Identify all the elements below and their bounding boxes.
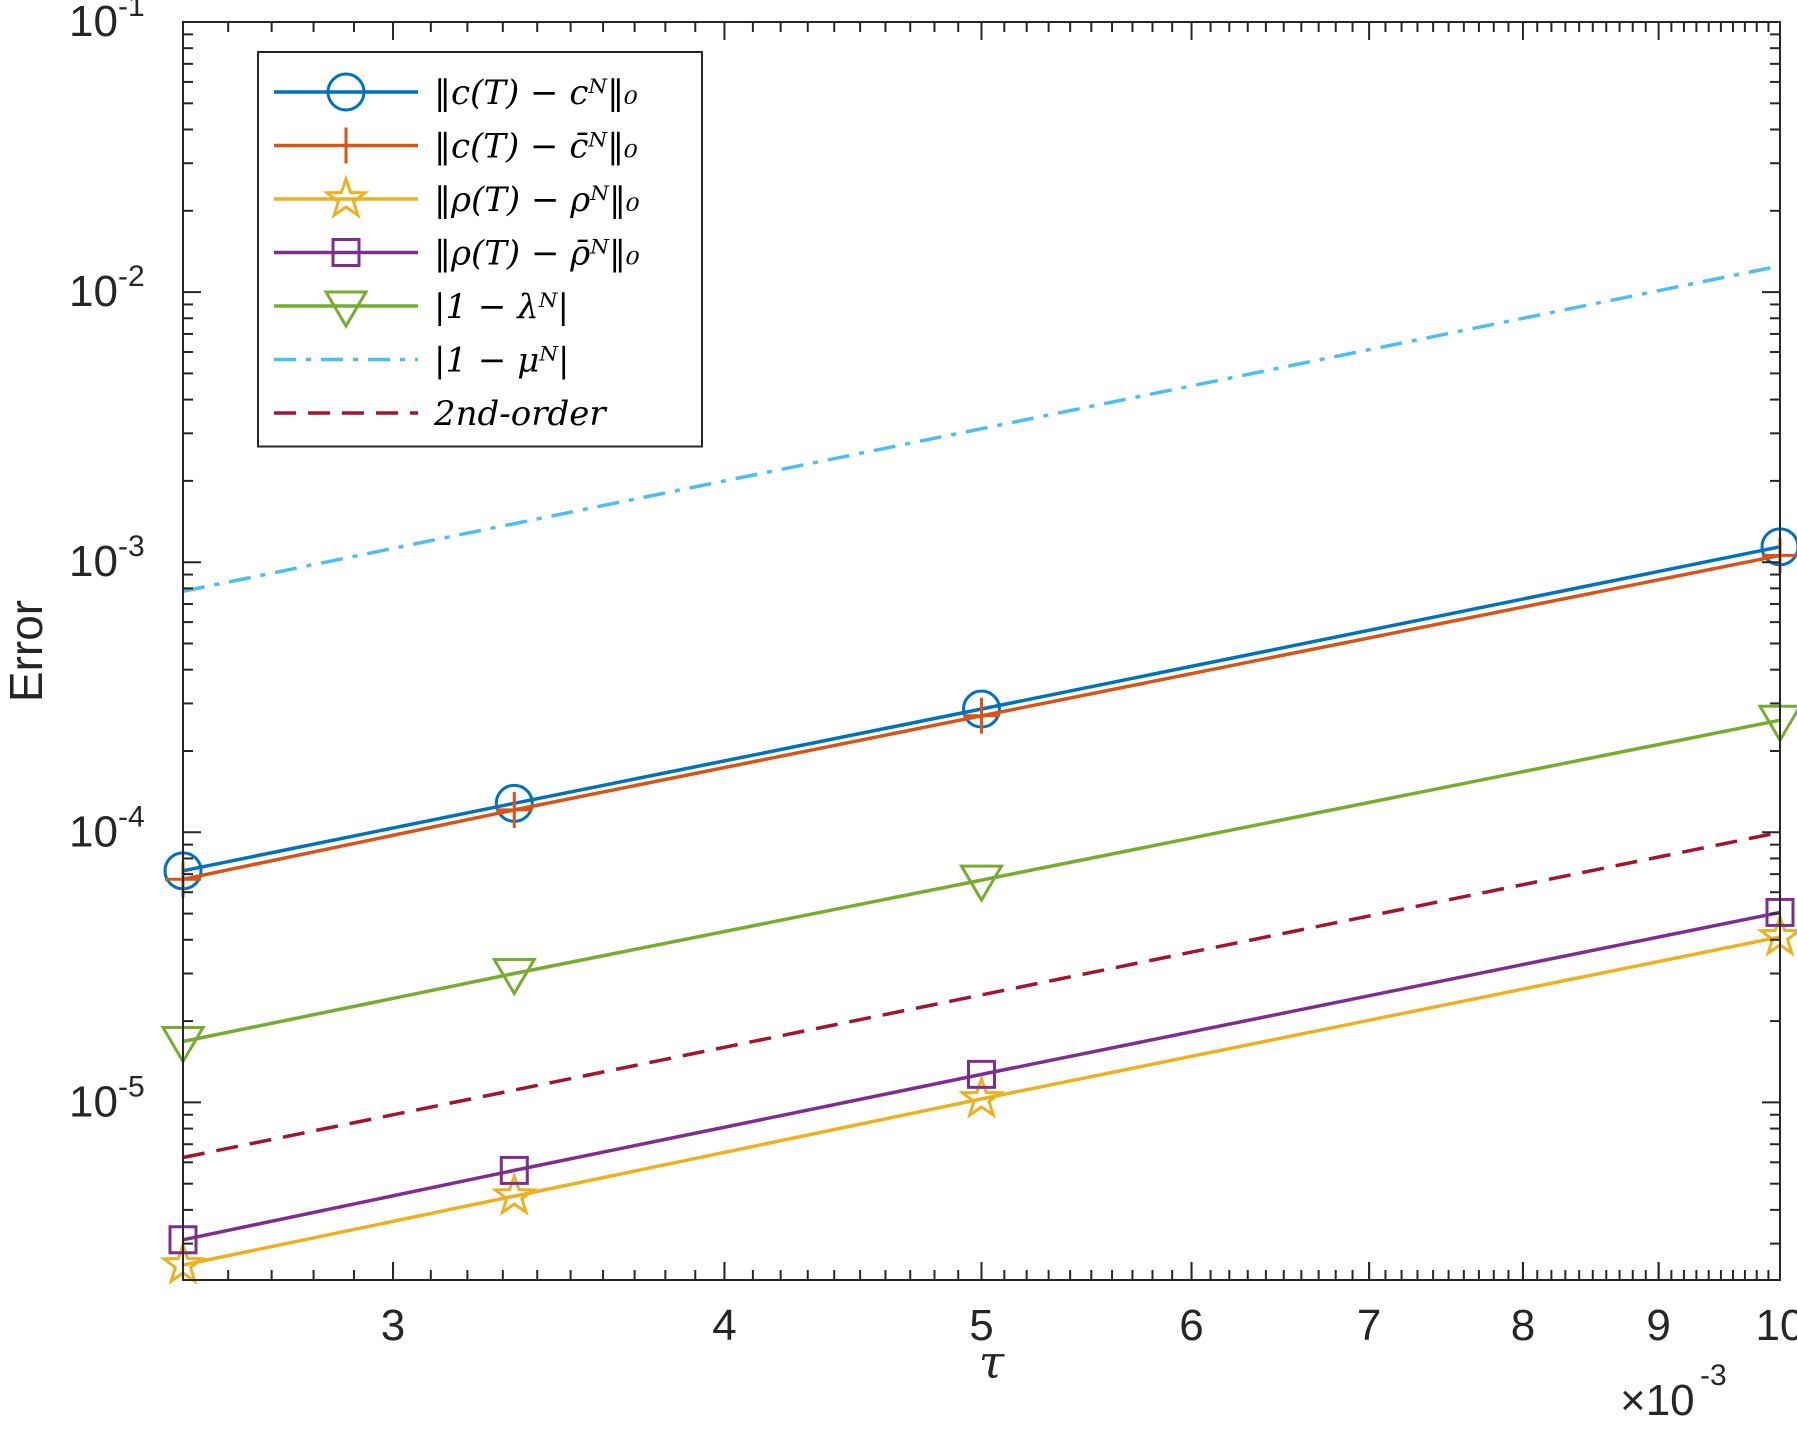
x-tick-label: 8: [1511, 1301, 1535, 1350]
x-tick-label: 4: [712, 1301, 736, 1350]
x-tick-label: 3: [381, 1301, 405, 1350]
y-tick-label: 10 -1: [69, 0, 145, 46]
x-tick-label: 10: [1756, 1301, 1797, 1350]
legend-item-4: |1 − λᴺ|: [274, 287, 569, 329]
y-tick-label-base: 10: [69, 807, 118, 856]
series-5: [182, 264, 1781, 594]
x-tick-label: 9: [1646, 1301, 1670, 1350]
x-tick-label: 5: [969, 1301, 993, 1350]
data-point-1-2: [963, 697, 1000, 734]
y-tick-label: 10 -3: [69, 530, 145, 586]
y-tick-label-exponent: -2: [118, 260, 145, 293]
series-line-0: [182, 545, 1781, 873]
y-tick-label: 10 -2: [69, 260, 145, 316]
y-tick-label-exponent: -5: [118, 1070, 145, 1103]
legend-swatch-marker: [331, 238, 361, 267]
data-point-3-2: [967, 1059, 996, 1089]
legend-label: ‖ρ(T) − ρ̄ᴺ‖₀: [434, 234, 640, 274]
legend-swatch-marker: [328, 127, 364, 164]
series-line-4: [182, 718, 1781, 1044]
series-layer: [159, 264, 1797, 1285]
legend-label: ‖c(T) − cᴺ‖₀: [434, 73, 638, 113]
legend-item-5: |1 − μᴺ|: [274, 341, 569, 381]
x-tick-label: 6: [1179, 1301, 1203, 1350]
series-line-1: [182, 553, 1781, 882]
legend-label: ‖c(T) − c̄ᴺ‖₀: [434, 127, 638, 167]
legend: ‖c(T) − cᴺ‖₀ ‖c(T) − c̄ᴺ‖₀ ‖ρ(T) − ρᴺ‖₀ ‖ρ(…: [257, 51, 703, 448]
y-tick-label-base: 10: [69, 267, 118, 316]
y-tick-label-base: 10: [69, 537, 118, 586]
y-tick-label: 10 -4: [69, 800, 145, 856]
series-line-2: [182, 935, 1781, 1267]
legend-item-1: ‖c(T) − c̄ᴺ‖₀: [274, 127, 638, 167]
data-point-2-1: [490, 1171, 538, 1216]
legend-label: ‖ρ(T) − ρᴺ‖₀: [434, 180, 640, 220]
data-point-2-2: [958, 1074, 1005, 1119]
series-2: [159, 912, 1797, 1285]
x-tick-label: 7: [1357, 1301, 1381, 1350]
legend-swatch-marker: [323, 290, 369, 329]
legend-item-6: 2nd-order: [274, 394, 607, 434]
y-tick-label-exponent: -1: [118, 0, 145, 23]
y-tick-label-base: 10: [69, 0, 118, 46]
legend-item-0: ‖c(T) − cᴺ‖₀: [274, 72, 638, 113]
y-tick-label-base: 10: [69, 1077, 118, 1126]
legend-item-3: ‖ρ(T) − ρ̄ᴺ‖₀: [274, 234, 640, 274]
legend-item-2: ‖ρ(T) − ρᴺ‖₀: [274, 174, 640, 220]
x-axis-exponent-power: -3: [1700, 1359, 1727, 1392]
x-axis-exponent: ×10 -3: [1620, 1359, 1727, 1425]
y-tick-label-exponent: -4: [118, 800, 145, 833]
legend-label: 2nd-order: [433, 394, 607, 434]
series-line-5: [182, 264, 1781, 594]
data-point-4-1: [491, 958, 537, 997]
series-line-3: [182, 910, 1781, 1242]
x-axis-title: τ: [979, 1335, 1006, 1389]
legend-label: |1 − μᴺ|: [434, 341, 569, 381]
data-point-4-2: [958, 864, 1005, 904]
y-axis-title: Error: [0, 600, 52, 702]
legend-label: |1 − λᴺ|: [434, 287, 569, 327]
y-tick-label: 10 -5: [69, 1070, 145, 1126]
x-axis-exponent-base: ×10: [1620, 1376, 1695, 1425]
y-tick-label-exponent: -3: [118, 530, 145, 563]
data-point-3-1: [499, 1155, 529, 1185]
data-point-1-1: [496, 791, 533, 828]
legend-swatch-marker: [326, 72, 366, 112]
legend-swatch-marker: [322, 174, 370, 219]
